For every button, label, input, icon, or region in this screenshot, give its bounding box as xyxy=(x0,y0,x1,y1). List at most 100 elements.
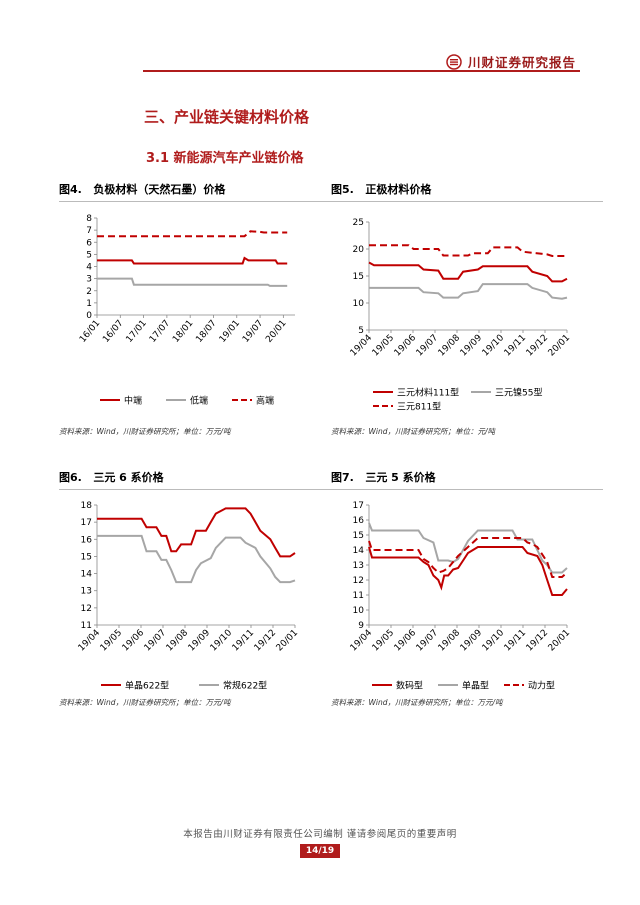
y-tick-label: 6 xyxy=(86,238,92,248)
x-tick-label: 19/09 xyxy=(459,628,485,654)
figure-rule xyxy=(59,489,331,490)
x-tick-label: 20/01 xyxy=(264,319,288,345)
x-tick-label: 19/10 xyxy=(481,333,507,359)
y-tick-label: 17 xyxy=(81,518,92,528)
y-tick-label: 10 xyxy=(353,606,365,616)
figure-title: 图6. 三元 6 系价格 xyxy=(59,471,164,484)
x-tick-label: 18/07 xyxy=(194,319,218,345)
x-tick-label: 17/01 xyxy=(125,319,149,345)
header-rule xyxy=(143,70,580,72)
x-tick-label: 16/07 xyxy=(101,319,125,345)
figure-panel-fig5: 图5. 正极材料价格 5 10 15 20 25 19/04 19/05 19/06 19/07… xyxy=(331,182,603,440)
x-tick-label: 19/05 xyxy=(371,628,396,653)
series-line-3 xyxy=(368,537,568,578)
series-line-2 xyxy=(368,522,568,574)
y-tick-label: 13 xyxy=(81,587,92,597)
y-tick-label: 15 xyxy=(353,272,364,282)
x-tick-label: 19/09 xyxy=(187,628,213,654)
y-tick-label: 18 xyxy=(81,501,93,511)
y-tick-label: 11 xyxy=(81,621,92,631)
y-tick-label: 17 xyxy=(353,501,364,511)
y-tick-label: 12 xyxy=(353,576,364,586)
y-tick-label: 9 xyxy=(358,621,364,631)
x-tick-label: 20/01 xyxy=(547,333,572,358)
x-tick-label: 19/09 xyxy=(459,333,485,359)
figure-panel-fig4: 图4. 负极材料（天然石墨）价格 0 1 2 3 4 5 6 7 8 16/01 16/07 17/0… xyxy=(59,182,331,440)
x-tick-label: 19/12 xyxy=(525,628,550,653)
figure-source-fig5: 资料来源：Wind，川财证券研究所；单位：元/吨 xyxy=(331,427,496,436)
y-tick-label: 14 xyxy=(81,570,93,580)
legend-label: 中端 xyxy=(124,395,142,407)
legend-label: 高端 xyxy=(256,395,274,407)
company-logo-icon xyxy=(446,53,462,70)
figure-rule xyxy=(331,489,603,490)
y-tick-label: 10 xyxy=(353,299,365,309)
x-tick-label: 19/06 xyxy=(393,333,419,359)
x-tick-label: 19/08 xyxy=(437,628,463,654)
y-tick-label: 14 xyxy=(353,546,365,556)
x-tick-label: 19/12 xyxy=(525,333,550,358)
x-tick-label: 19/04 xyxy=(349,628,375,654)
x-tick-label: 19/08 xyxy=(165,628,191,654)
legend-label: 单晶622型 xyxy=(125,680,169,692)
figure-source-fig7: 资料来源：Wind，川财证券研究所；单位：万元/吨 xyxy=(331,698,503,707)
series-line-1 xyxy=(368,261,568,283)
x-tick-label: 19/12 xyxy=(253,628,278,653)
x-tick-label: 19/08 xyxy=(437,333,463,359)
series-line-3 xyxy=(369,244,567,257)
legend-label: 三元镍55型 xyxy=(495,387,542,399)
figure-source-fig6: 资料来源：Wind，川财证券研究所；单位：万元/吨 xyxy=(59,698,231,707)
legend-label: 单晶型 xyxy=(462,680,489,692)
chart-fig4: 01234567816/0116/0717/0117/0718/0118/071… xyxy=(78,214,295,407)
y-tick-label: 2 xyxy=(86,287,92,297)
chart-fig5: 51015202519/0419/0519/0619/0719/0819/091… xyxy=(349,218,572,413)
x-tick-label: 19/07 xyxy=(241,319,265,345)
footer-disclaimer: 本报告由川财证券有限责任公司编制 谨请参阅尾页的重要声明 xyxy=(183,829,457,840)
y-tick-label: 4 xyxy=(86,263,92,273)
figure-title: 图5. 正极材料价格 xyxy=(331,183,432,196)
y-tick-label: 3 xyxy=(86,275,92,285)
y-tick-label: 15 xyxy=(353,531,364,541)
figure-rule xyxy=(59,201,331,202)
y-tick-label: 20 xyxy=(353,245,365,255)
x-tick-label: 19/04 xyxy=(77,628,103,654)
x-tick-label: 19/07 xyxy=(415,333,440,358)
series-line-1 xyxy=(368,546,568,596)
legend-label: 数码型 xyxy=(396,680,423,692)
y-tick-label: 13 xyxy=(353,561,364,571)
section-title: 三、产业链关键材料价格 xyxy=(144,108,310,126)
brand-name: 川财证券研究报告 xyxy=(467,55,576,70)
brand-header: 川财证券研究报告 xyxy=(446,52,576,71)
x-tick-label: 20/01 xyxy=(547,628,572,653)
series-line-2 xyxy=(97,534,296,584)
x-tick-label: 19/07 xyxy=(415,628,440,653)
page-number: 14/19 xyxy=(300,844,340,858)
x-tick-label: 19/01 xyxy=(218,319,242,345)
x-tick-label: 19/10 xyxy=(481,628,507,654)
figure-panel-fig6: 图6. 三元 6 系价格 11 12 13 14 15 16 17 18 19/04 19/05 1… xyxy=(59,470,331,728)
y-tick-label: 1 xyxy=(86,299,92,309)
y-tick-label: 25 xyxy=(353,218,364,228)
series-line-1 xyxy=(97,256,288,265)
y-tick-label: 5 xyxy=(86,250,92,260)
figure-title: 图7. 三元 5 系价格 xyxy=(331,471,436,484)
x-tick-label: 19/05 xyxy=(99,628,124,653)
x-tick-label: 19/11 xyxy=(503,628,528,653)
legend-label: 动力型 xyxy=(528,680,555,692)
x-tick-label: 20/01 xyxy=(275,628,300,653)
x-tick-label: 19/04 xyxy=(349,333,375,359)
chart-fig6: 111213141516171819/0419/0519/0619/0719/0… xyxy=(77,501,300,692)
y-tick-label: 7 xyxy=(86,226,92,236)
y-tick-label: 5 xyxy=(358,326,364,336)
series-line-2 xyxy=(97,277,288,287)
y-tick-label: 16 xyxy=(353,516,365,526)
x-tick-label: 16/01 xyxy=(78,319,102,345)
y-tick-label: 0 xyxy=(86,311,92,321)
series-line-3 xyxy=(97,230,288,238)
y-tick-label: 12 xyxy=(81,604,92,614)
x-tick-label: 19/06 xyxy=(393,628,419,654)
figure-source-fig4: 资料来源：Wind，川财证券研究所；单位：万元/吨 xyxy=(59,427,231,436)
y-tick-label: 16 xyxy=(81,535,93,545)
x-tick-label: 19/11 xyxy=(503,333,528,358)
x-tick-label: 18/01 xyxy=(171,319,195,345)
